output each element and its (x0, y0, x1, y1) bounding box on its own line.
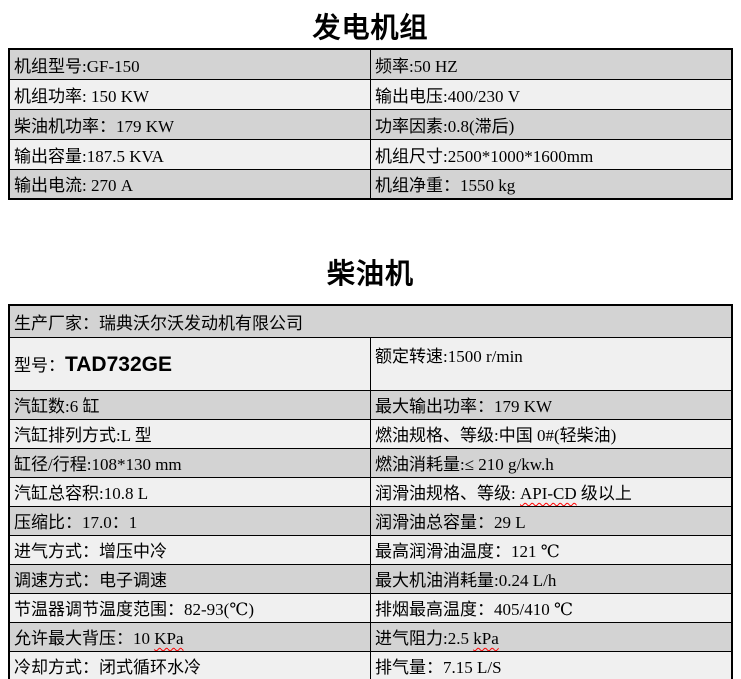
spec-cell-lube-oil-capacity: 润滑油总容量：29 L (370, 505, 733, 536)
cell-text: 最大机油消耗量:0.24 L/h (375, 571, 557, 590)
spec-cell-manufacturer: 生产厂家：瑞典沃尔沃发动机有限公司 (8, 304, 733, 338)
cell-text: 额定转速:1500 r/min (375, 346, 523, 366)
table-row: 缸径/行程:108*130 mm 燃油消耗量:≤ 210 g/kw.h (8, 447, 733, 478)
cell-text: 缸径/行程:108*130 mm (14, 455, 182, 474)
cell-text: 机组功率: 150 KW (14, 86, 150, 106)
cell-text: 燃油规格、等级:中国 0#(轻柴油) (375, 426, 617, 445)
cell-text: 级以上 (576, 484, 632, 503)
table-row: 汽缸排列方式:L 型 燃油规格、等级:中国 0#(轻柴油) (8, 418, 733, 449)
cell-text: 输出容量:187.5 KVA (14, 146, 164, 166)
spec-cell-max-exhaust-temp: 排烟最高温度：405/410 ℃ (370, 592, 733, 623)
cell-text: 最高润滑油温度：121 ℃ (375, 542, 560, 561)
spec-cell-max-oil-consumption: 最大机油消耗量:0.24 L/h (370, 563, 733, 594)
spec-cell-diesel-power: 柴油机功率：179 KW (8, 108, 371, 140)
cell-text: 生产厂家：瑞典沃尔沃发动机有限公司 (14, 313, 303, 333)
spec-cell-rated-speed: 额定转速:1500 r/min (370, 336, 733, 391)
table-row: 节温器调节温度范围：82-93(℃) 排烟最高温度：405/410 ℃ (8, 592, 733, 623)
spec-cell-output-capacity: 输出容量:187.5 KVA (8, 138, 371, 170)
table-row: 柴油机功率：179 KW 功率因素:0.8(滞后) (8, 108, 733, 140)
cell-text: 燃油消耗量:≤ 210 g/kw.h (375, 455, 554, 474)
cell-text: 润滑油规格、等级: (375, 484, 520, 503)
engine-model-value: TAD732GE (65, 352, 172, 376)
cell-text: 输出电流: 270 A (14, 176, 133, 196)
spec-cell-intake-resistance: 进气阻力:2.5 kPa (370, 621, 733, 652)
spec-cell-thermostat-range: 节温器调节温度范围：82-93(℃) (8, 592, 371, 623)
spec-cell-power-factor: 功率因素:0.8(滞后) (370, 108, 733, 140)
spec-cell-output-voltage: 输出电压:400/230 V (370, 78, 733, 110)
cell-text: 冷却方式：闭式循环水冷 (14, 657, 201, 677)
spec-cell-cylinder-count: 汽缸数:6 缸 (8, 389, 371, 420)
cell-text: 润滑油总容量：29 L (375, 513, 526, 532)
spec-cell-unit-power: 机组功率: 150 KW (8, 78, 371, 110)
spec-cell-engine-model: 型号：TAD732GE (8, 336, 371, 391)
table-row: 进气方式：增压中冷 最高润滑油温度：121 ℃ (8, 534, 733, 565)
spec-cell-frequency: 频率:50 HZ (370, 48, 733, 80)
cell-text: 机组尺寸:2500*1000*1600mm (375, 146, 594, 166)
spec-cell-max-back-pressure: 允许最大背压：10 KPa (8, 621, 371, 652)
table-row: 调速方式：电子调速 最大机油消耗量:0.24 L/h (8, 563, 733, 594)
engine-spec-table: 生产厂家：瑞典沃尔沃发动机有限公司 型号：TAD732GE 额定转速:1500 … (8, 304, 733, 679)
table-row: 允许最大背压：10 KPa 进气阻力:2.5 kPa (8, 621, 733, 652)
table-row: 型号：TAD732GE 额定转速:1500 r/min (8, 336, 733, 391)
engine-section-title: 柴油机 (326, 259, 414, 290)
cell-text: 功率因素:0.8(滞后) (375, 116, 515, 136)
spec-cell-displacement: 汽缸总容积:10.8 L (8, 476, 371, 507)
table-row: 机组功率: 150 KW 输出电压:400/230 V (8, 78, 733, 110)
spec-cell-intake-method: 进气方式：增压中冷 (8, 534, 371, 565)
table-row: 生产厂家：瑞典沃尔沃发动机有限公司 (8, 304, 733, 338)
spellcheck-wavy-text: kPa (473, 629, 499, 648)
spec-cell-unit-weight: 机组净重：1550 kg (370, 168, 733, 200)
cell-text: 排气量：7.15 L/S (375, 657, 502, 677)
spec-cell-cylinder-arrangement: 汽缸排列方式:L 型 (8, 418, 371, 449)
table-row: 输出容量:187.5 KVA 机组尺寸:2500*1000*1600mm (8, 138, 733, 170)
spec-cell-speed-governing: 调速方式：电子调速 (8, 563, 371, 594)
spec-cell-unit-dimensions: 机组尺寸:2500*1000*1600mm (370, 138, 733, 170)
cell-text: 允许最大背压：10 (14, 629, 155, 648)
spellcheck-wavy-text: API-CD (519, 484, 577, 503)
cell-text: 调速方式：电子调速 (14, 571, 167, 590)
spec-cell-lube-oil-spec: 润滑油规格、等级: API-CD 级以上 (370, 476, 733, 507)
cell-text: 排烟最高温度：405/410 ℃ (375, 600, 573, 619)
cell-text: 进气方式：增压中冷 (14, 542, 167, 561)
spec-cell-compression-ratio: 压缩比：17.0：1 (8, 505, 371, 536)
cell-text: 最大输出功率：179 KW (375, 397, 553, 416)
cell-text: 柴油机功率：179 KW (14, 116, 175, 136)
generator-section-title: 发电机组 (312, 13, 429, 44)
cell-text: 汽缸总容积:10.8 L (14, 484, 149, 503)
table-row: 汽缸总容积:10.8 L 润滑油规格、等级: API-CD 级以上 (8, 476, 733, 507)
cell-text: 压缩比：17.0：1 (14, 513, 138, 532)
table-row: 冷却方式：闭式循环水冷 排气量：7.15 L/S (8, 650, 733, 679)
cell-text: 汽缸数:6 缸 (14, 397, 100, 416)
cell-text: 节温器调节温度范围：82-93(℃) (14, 600, 255, 619)
spec-cell-cooling-method: 冷却方式：闭式循环水冷 (8, 650, 371, 679)
generator-spec-table: 机组型号:GF-150 频率:50 HZ 机组功率: 150 KW 输出电压:4… (8, 48, 733, 200)
table-row: 机组型号:GF-150 频率:50 HZ (8, 48, 733, 80)
cell-text: 频率:50 HZ (375, 56, 458, 76)
cell-text: 进气阻力:2.5 (375, 629, 474, 648)
cell-text: 输出电压:400/230 V (375, 86, 520, 106)
spec-cell-fuel-spec: 燃油规格、等级:中国 0#(轻柴油) (370, 418, 733, 449)
table-row: 汽缸数:6 缸 最大输出功率：179 KW (8, 389, 733, 420)
cell-text: 机组型号:GF-150 (14, 56, 140, 76)
spec-cell-max-lube-oil-temp: 最高润滑油温度：121 ℃ (370, 534, 733, 565)
table-row: 压缩比：17.0：1 润滑油总容量：29 L (8, 505, 733, 536)
table-row: 输出电流: 270 A 机组净重：1550 kg (8, 168, 733, 200)
spec-cell-max-output-power: 最大输出功率：179 KW (370, 389, 733, 420)
cell-text: 机组净重：1550 kg (375, 176, 516, 196)
cell-text: 型号： (14, 355, 65, 375)
spec-cell-unit-model: 机组型号:GF-150 (8, 48, 371, 80)
cell-text: 汽缸排列方式:L 型 (14, 426, 152, 445)
spec-cell-exhaust-flow: 排气量：7.15 L/S (370, 650, 733, 679)
spec-cell-bore-stroke: 缸径/行程:108*130 mm (8, 447, 371, 478)
spec-cell-fuel-consumption: 燃油消耗量:≤ 210 g/kw.h (370, 447, 733, 478)
spellcheck-wavy-text: KPa (154, 629, 184, 648)
spec-cell-output-current: 输出电流: 270 A (8, 168, 371, 200)
